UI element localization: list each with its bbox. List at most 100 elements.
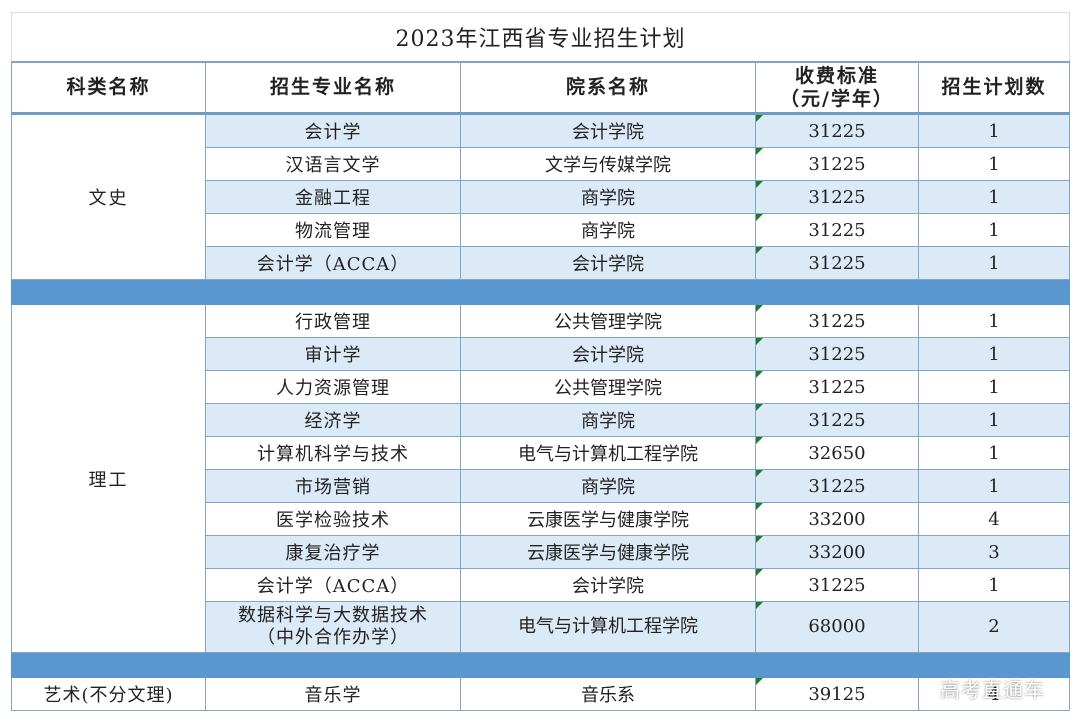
separator-cell — [10, 652, 1071, 678]
department-cell: 会计学院 — [460, 113, 756, 148]
major-line1: 数据科学与大数据技术 — [238, 605, 428, 626]
major-cell: 经济学 — [205, 403, 461, 437]
department-cell: 云康医学与健康学院 — [460, 535, 756, 569]
header-fee: 收费标准 （元/学年） — [755, 61, 919, 115]
department-cell: 商学院 — [460, 180, 756, 214]
major-cell: 人力资源管理 — [205, 370, 461, 404]
header-major: 招生专业名称 — [205, 61, 461, 115]
quota-cell: 1 — [917, 370, 1071, 404]
department-cell: 会计学院 — [460, 568, 756, 602]
quota-cell: 1 — [917, 568, 1071, 602]
enrollment-plan-sheet: 2023年江西省专业招生计划 科类名称 招生专业名称 院系名称 收费标准 （元/… — [10, 12, 1071, 711]
table-row: 会计学（ACCA） 会计学院 31225 1 — [12, 246, 1071, 280]
major-cell: 汉语言文学 — [205, 147, 461, 181]
header-department: 院系名称 — [460, 61, 756, 115]
fee-cell: 31225 — [755, 370, 919, 404]
table-row: 数据科学与大数据技术 （中外合作办学） 电气与计算机工程学院 68000 2 — [12, 601, 1071, 653]
department-cell: 音乐系 — [460, 677, 756, 711]
fee-cell: 31225 — [755, 180, 919, 214]
fee-cell: 31225 — [755, 568, 919, 602]
major-line2: （中外合作办学） — [257, 627, 409, 648]
department-cell: 商学院 — [460, 469, 756, 503]
major-cell: 数据科学与大数据技术 （中外合作办学） — [205, 601, 461, 653]
category-cell: 文史 — [11, 113, 206, 280]
enrollment-plan-table: 2023年江西省专业招生计划 科类名称 招生专业名称 院系名称 收费标准 （元/… — [10, 12, 1071, 711]
major-cell: 行政管理 — [205, 304, 461, 338]
quota-cell: 1 — [917, 213, 1071, 247]
quota-cell: 1 — [917, 337, 1071, 371]
table-row: 物流管理 商学院 31225 1 — [12, 213, 1071, 247]
table-row: 康复治疗学 云康医学与健康学院 33200 3 — [12, 535, 1071, 569]
quota-cell: 2 — [917, 601, 1071, 653]
major-cell: 会计学（ACCA） — [205, 568, 461, 602]
group-separator-band — [10, 652, 1071, 678]
fee-cell: 31225 — [755, 403, 919, 437]
major-cell: 医学检验技术 — [205, 502, 461, 536]
department-cell: 公共管理学院 — [460, 304, 756, 338]
fee-cell: 31225 — [755, 304, 919, 338]
major-cell: 音乐学 — [205, 677, 461, 711]
header-quota: 招生计划数 — [917, 61, 1071, 115]
quota-cell: 1 — [917, 113, 1071, 148]
department-cell: 文学与传媒学院 — [460, 147, 756, 181]
table-row: 理工 行政管理 公共管理学院 31225 1 — [11, 304, 1071, 653]
major-cell: 市场营销 — [205, 469, 461, 503]
major-cell: 会计学 — [205, 113, 461, 148]
table-row: 医学检验技术 云康医学与健康学院 33200 4 — [12, 502, 1071, 536]
fee-cell: 33200 — [755, 535, 919, 569]
quota-cell: 1 — [917, 147, 1071, 181]
category-cell: 理工 — [11, 304, 206, 653]
quota-cell: 1 — [917, 246, 1071, 280]
major-cell: 康复治疗学 — [205, 535, 461, 569]
major-cell: 金融工程 — [205, 180, 461, 214]
quota-cell: 1 — [917, 469, 1071, 503]
quota-cell: 4 — [917, 677, 1071, 711]
quota-cell: 3 — [917, 535, 1071, 569]
department-cell: 会计学院 — [460, 337, 756, 371]
table-title: 2023年江西省专业招生计划 — [10, 12, 1071, 63]
table-row: 计算机科学与技术 电气与计算机工程学院 32650 1 — [12, 436, 1071, 470]
fee-cell: 32650 — [755, 436, 919, 470]
fee-cell: 68000 — [755, 601, 919, 653]
table-row: 经济学 商学院 31225 1 — [12, 403, 1071, 437]
quota-cell: 1 — [917, 304, 1071, 338]
fee-cell: 31225 — [755, 213, 919, 247]
fee-cell: 31225 — [755, 469, 919, 503]
fee-cell: 31225 — [755, 113, 919, 148]
header-fee-line2: （元/学年） — [780, 87, 894, 110]
header-row: 科类名称 招生专业名称 院系名称 收费标准 （元/学年） 招生计划数 — [11, 61, 1071, 115]
quota-cell: 1 — [917, 436, 1071, 470]
major-cell: 物流管理 — [205, 213, 461, 247]
group-separator-band — [10, 279, 1071, 305]
table-row: 会计学（ACCA） 会计学院 31225 1 — [12, 568, 1071, 602]
fee-cell: 31225 — [755, 246, 919, 280]
separator-cell — [10, 279, 1071, 305]
department-cell: 商学院 — [460, 213, 756, 247]
major-cell: 审计学 — [205, 337, 461, 371]
table-row: 文史 会计学 会计学院 31225 1 — [11, 113, 1071, 280]
table-row: 市场营销 商学院 31225 1 — [12, 469, 1071, 503]
fee-cell: 39125 — [755, 677, 919, 711]
department-cell: 公共管理学院 — [460, 370, 756, 404]
major-cell: 计算机科学与技术 — [205, 436, 461, 470]
department-cell: 电气与计算机工程学院 — [460, 436, 756, 470]
quota-cell: 1 — [917, 403, 1071, 437]
table-row: 人力资源管理 公共管理学院 31225 1 — [12, 370, 1071, 404]
department-cell: 云康医学与健康学院 — [460, 502, 756, 536]
fee-cell: 31225 — [755, 337, 919, 371]
quota-cell: 4 — [917, 502, 1071, 536]
header-category: 科类名称 — [11, 61, 206, 115]
fee-cell: 33200 — [755, 502, 919, 536]
department-cell: 商学院 — [460, 403, 756, 437]
watermark-text: 高考直通车 — [940, 678, 1045, 702]
table-row: 审计学 会计学院 31225 1 — [12, 337, 1071, 371]
title-row: 2023年江西省专业招生计划 — [10, 12, 1071, 63]
department-cell: 会计学院 — [460, 246, 756, 280]
header-fee-line1: 收费标准 — [794, 64, 879, 87]
table-row: 汉语言文学 文学与传媒学院 31225 1 — [12, 147, 1071, 181]
fee-cell: 31225 — [755, 147, 919, 181]
quota-cell: 1 — [917, 180, 1071, 214]
department-cell: 电气与计算机工程学院 — [460, 601, 756, 653]
category-cell: 艺术(不分文理) — [11, 677, 206, 711]
major-cell: 会计学（ACCA） — [205, 246, 461, 280]
